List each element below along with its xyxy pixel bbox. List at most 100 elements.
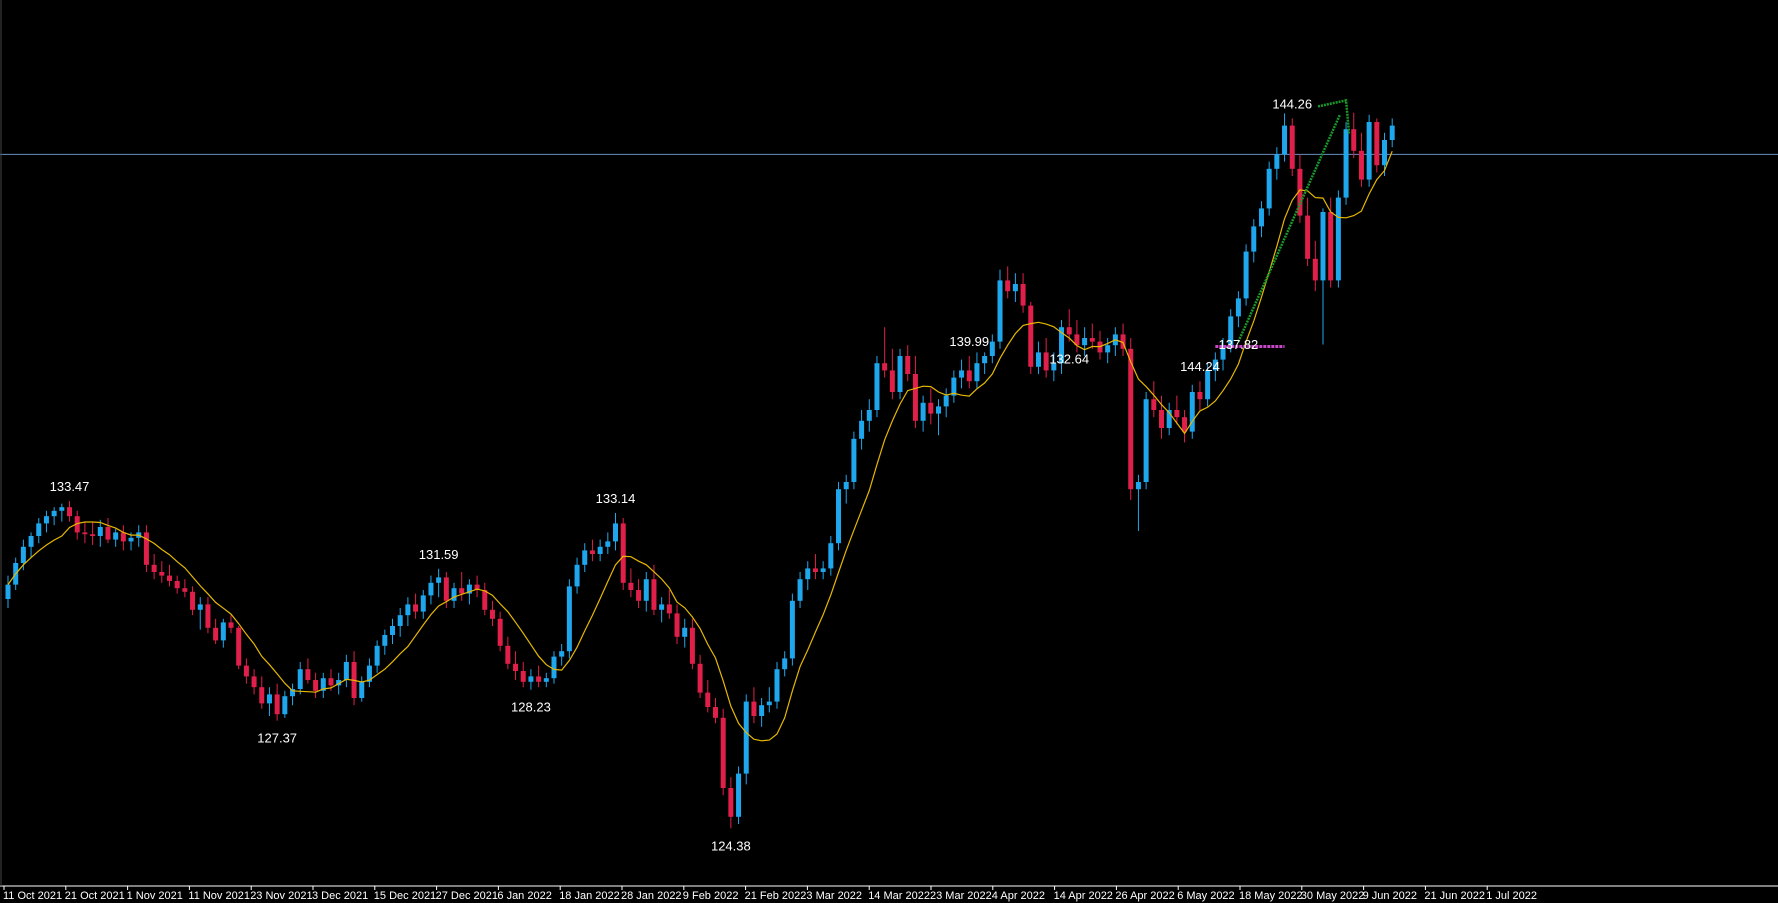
price-annotation: 144.24 bbox=[1180, 359, 1220, 374]
candle-body bbox=[1159, 410, 1164, 428]
candle-body bbox=[920, 402, 926, 421]
candle-body bbox=[1251, 226, 1257, 252]
candle bbox=[951, 370, 957, 403]
candle bbox=[674, 604, 680, 644]
candle bbox=[397, 608, 403, 637]
candle bbox=[1258, 201, 1264, 238]
candle bbox=[966, 356, 972, 389]
candle-body bbox=[197, 604, 203, 610]
candle bbox=[543, 672, 549, 688]
candle-body bbox=[1005, 280, 1011, 292]
candle-body bbox=[536, 676, 542, 682]
candle-body bbox=[120, 532, 126, 542]
x-tick-label: 23 Mar 2022 bbox=[930, 890, 992, 902]
candle bbox=[82, 521, 88, 544]
candle bbox=[1174, 395, 1180, 425]
x-tick-label: 3 Mar 2022 bbox=[806, 890, 862, 902]
candle bbox=[343, 654, 349, 688]
candle-body bbox=[513, 663, 519, 671]
x-tick-label: 23 Nov 2021 bbox=[250, 890, 312, 902]
candle-body bbox=[935, 406, 941, 414]
candle-body bbox=[459, 588, 465, 594]
candle bbox=[528, 669, 534, 690]
candle-body bbox=[789, 600, 795, 659]
candle-body bbox=[5, 584, 11, 599]
candle-body bbox=[689, 627, 695, 664]
x-tick-label: 11 Oct 2021 bbox=[3, 890, 62, 902]
candle bbox=[313, 672, 319, 698]
candle-body bbox=[1089, 338, 1095, 342]
candle bbox=[728, 777, 734, 829]
candle-body bbox=[1235, 298, 1241, 317]
candle-body bbox=[174, 581, 180, 589]
candle bbox=[1105, 338, 1111, 364]
candle bbox=[497, 611, 503, 652]
candle bbox=[1382, 132, 1388, 176]
candle bbox=[51, 507, 57, 526]
candle bbox=[320, 672, 326, 698]
trend-arrow[interactable] bbox=[1237, 113, 1342, 343]
candle-body bbox=[489, 609, 495, 619]
candle-body bbox=[566, 586, 572, 652]
price-annotation: 133.47 bbox=[50, 479, 90, 494]
x-tick-label: 28 Jan 2022 bbox=[621, 890, 682, 902]
candle-body bbox=[374, 645, 380, 666]
candle bbox=[843, 474, 849, 504]
x-tick-label: 21 Jun 2022 bbox=[1424, 890, 1485, 902]
candle-body bbox=[236, 627, 242, 666]
candle bbox=[705, 680, 711, 713]
candle-body bbox=[297, 669, 303, 689]
candle-body bbox=[1012, 284, 1018, 292]
candle bbox=[997, 269, 1003, 349]
candle-body bbox=[1328, 212, 1334, 281]
candle bbox=[959, 359, 965, 389]
candle-body bbox=[766, 701, 772, 706]
candle bbox=[651, 564, 657, 616]
candle bbox=[1320, 208, 1326, 345]
trend-arrow-head[interactable] bbox=[1317, 98, 1351, 134]
x-tick-label: 3 Dec 2021 bbox=[312, 890, 368, 902]
candle bbox=[882, 327, 888, 378]
candle bbox=[1374, 118, 1380, 173]
candle bbox=[228, 615, 234, 634]
candle-body bbox=[243, 665, 249, 677]
candle bbox=[859, 410, 865, 450]
candle bbox=[213, 618, 219, 644]
candle bbox=[113, 528, 119, 547]
candle bbox=[90, 521, 96, 545]
x-tick-label: 15 Dec 2021 bbox=[374, 890, 436, 902]
x-tick-label: 14 Mar 2022 bbox=[868, 890, 930, 902]
x-tick-label: 1 Nov 2021 bbox=[127, 890, 183, 902]
candle-body bbox=[1282, 125, 1288, 155]
candle-body bbox=[697, 663, 703, 693]
candle bbox=[812, 554, 818, 580]
candle bbox=[1028, 302, 1034, 374]
candle-body bbox=[628, 582, 634, 590]
candle bbox=[851, 431, 857, 490]
x-tick-label: 21 Feb 2022 bbox=[745, 890, 807, 902]
candle-body bbox=[1189, 392, 1195, 432]
candle bbox=[1128, 338, 1134, 500]
candle bbox=[582, 543, 588, 572]
candle bbox=[159, 561, 165, 583]
candle-body bbox=[1182, 417, 1188, 432]
candle-body bbox=[820, 568, 826, 572]
candle-body bbox=[912, 374, 918, 421]
candle bbox=[589, 539, 595, 562]
candle bbox=[266, 687, 272, 716]
candle-body bbox=[1258, 208, 1264, 227]
candle bbox=[613, 512, 619, 551]
candle bbox=[328, 669, 334, 691]
candle-body bbox=[851, 438, 857, 482]
candle bbox=[374, 640, 380, 673]
candle bbox=[67, 501, 73, 522]
candle bbox=[1351, 112, 1357, 158]
candle-body bbox=[889, 370, 895, 392]
price-annotation: 144.26 bbox=[1272, 96, 1312, 111]
candle bbox=[305, 658, 311, 684]
candle-body bbox=[428, 582, 434, 596]
x-tick-label: 26 Apr 2022 bbox=[1115, 890, 1174, 902]
candle-body bbox=[28, 536, 34, 547]
candle-body bbox=[466, 584, 472, 594]
x-tick-label: 6 May 2022 bbox=[1177, 890, 1234, 902]
